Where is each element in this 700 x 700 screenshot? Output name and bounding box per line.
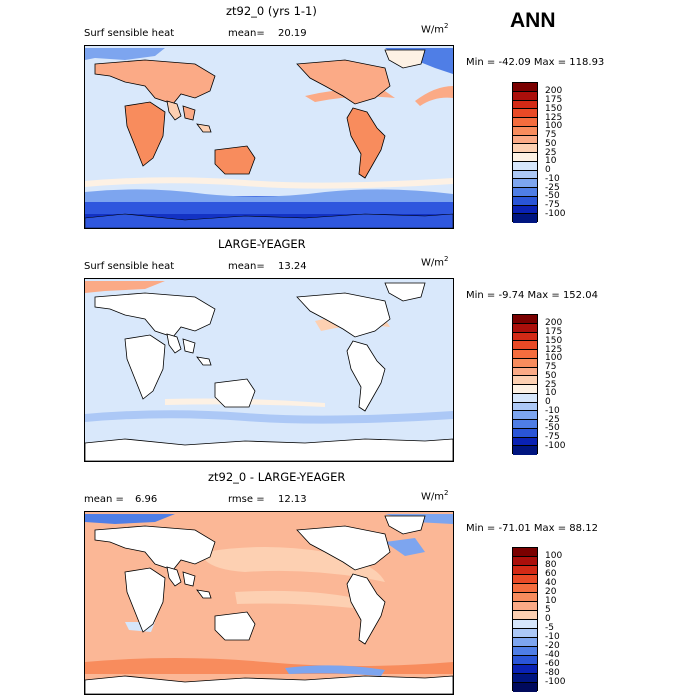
panel3-level-label: 10 — [545, 596, 557, 606]
panel2-level-label: 50 — [545, 371, 557, 381]
panel1-level-label: -25 — [545, 183, 560, 193]
season-label: ANN — [510, 9, 556, 32]
panel2-level-label: 175 — [545, 327, 563, 337]
panel3-level-label: 80 — [545, 560, 557, 570]
panel3-mean-value: 6.96 — [135, 494, 158, 505]
panel1-minmax: Min = -42.09 Max = 118.93 — [466, 57, 605, 68]
panel1-level-label: 175 — [545, 95, 563, 105]
panel1-map — [84, 45, 454, 229]
panel1-level-label: 10 — [545, 156, 557, 166]
panel1-mean-label: mean= — [228, 28, 265, 39]
panel1-level-label: 75 — [545, 130, 557, 140]
panel1-level-label: -75 — [545, 200, 560, 210]
panel1-level-label: -10 — [545, 174, 560, 184]
panel2-level-label: 100 — [545, 353, 563, 363]
panel2-level-label: -50 — [545, 423, 560, 433]
panel2-level-label: 25 — [545, 380, 557, 390]
panel1-level-label: 200 — [545, 86, 563, 96]
panel2-units: W/m2 — [421, 255, 449, 269]
panel2-minmax: Min = -9.74 Max = 152.04 — [466, 290, 598, 301]
panel2-level-label: -100 — [545, 441, 566, 451]
panel2-level-label: 75 — [545, 362, 557, 372]
panel3-level-label: -60 — [545, 659, 560, 669]
panel2-colorbar — [512, 314, 538, 455]
panel3-level-label: 40 — [545, 578, 557, 588]
panel3-title: zt92_0 - LARGE-YEAGER — [208, 470, 346, 484]
panel3-minmax: Min = -71.01 Max = 88.12 — [466, 523, 598, 534]
panel2-mean-value: 13.24 — [278, 261, 307, 272]
panel2-mean-label: mean= — [228, 261, 265, 272]
panel3-rmse-label: rmse = — [228, 494, 265, 505]
panel1-level-label: 50 — [545, 139, 557, 149]
panel3-mean-label: mean = — [84, 494, 124, 505]
panel3-level-label: -10 — [545, 632, 560, 642]
panel3-rmse-value: 12.13 — [278, 494, 307, 505]
panel1-level-label: 25 — [545, 148, 557, 158]
panel2-level-label: -75 — [545, 432, 560, 442]
panel1-mean-value: 20.19 — [278, 28, 307, 39]
panel2-title: LARGE-YEAGER — [218, 237, 306, 251]
panel2-variable-label: Surf sensible heat — [84, 261, 175, 272]
panel1-title: zt92_0 (yrs 1-1) — [226, 4, 317, 18]
panel2-level-label: -25 — [545, 415, 560, 425]
panel2-level-label: 0 — [545, 397, 551, 407]
panel1-level-label: 100 — [545, 121, 563, 131]
panel3-map — [84, 511, 454, 695]
panel2-level-label: 10 — [545, 388, 557, 398]
panel2-level-label: 150 — [545, 336, 563, 346]
panel3-level-label: -80 — [545, 668, 560, 678]
panel3-level-label: -40 — [545, 650, 560, 660]
panel3-units: W/m2 — [421, 489, 449, 503]
panel3-level-label: 100 — [545, 551, 563, 561]
panel1-level-label: -50 — [545, 191, 560, 201]
panel3-colorbar — [512, 547, 538, 692]
panel3-level-label: 60 — [545, 569, 557, 579]
panel1-variable-label: Surf sensible heat — [84, 28, 175, 39]
panel1-level-label: 150 — [545, 104, 563, 114]
panel3-level-label: -5 — [545, 623, 554, 633]
panel2-level-label: 125 — [545, 345, 563, 355]
panel1-colorbar — [512, 82, 538, 223]
panel2-map — [84, 278, 454, 462]
panel2-level-label: 200 — [545, 318, 563, 328]
panel3-level-label: 0 — [545, 614, 551, 624]
panel3-level-label: 20 — [545, 587, 557, 597]
panel3-level-label: -20 — [545, 641, 560, 651]
panel3-level-label: -100 — [545, 677, 566, 687]
panel1-level-label: -100 — [545, 209, 566, 219]
panel1-level-label: 125 — [545, 113, 563, 123]
panel3-level-label: 5 — [545, 605, 551, 615]
panel2-level-label: -10 — [545, 406, 560, 416]
panel1-level-label: 0 — [545, 165, 551, 175]
panel1-units: W/m2 — [421, 22, 449, 36]
